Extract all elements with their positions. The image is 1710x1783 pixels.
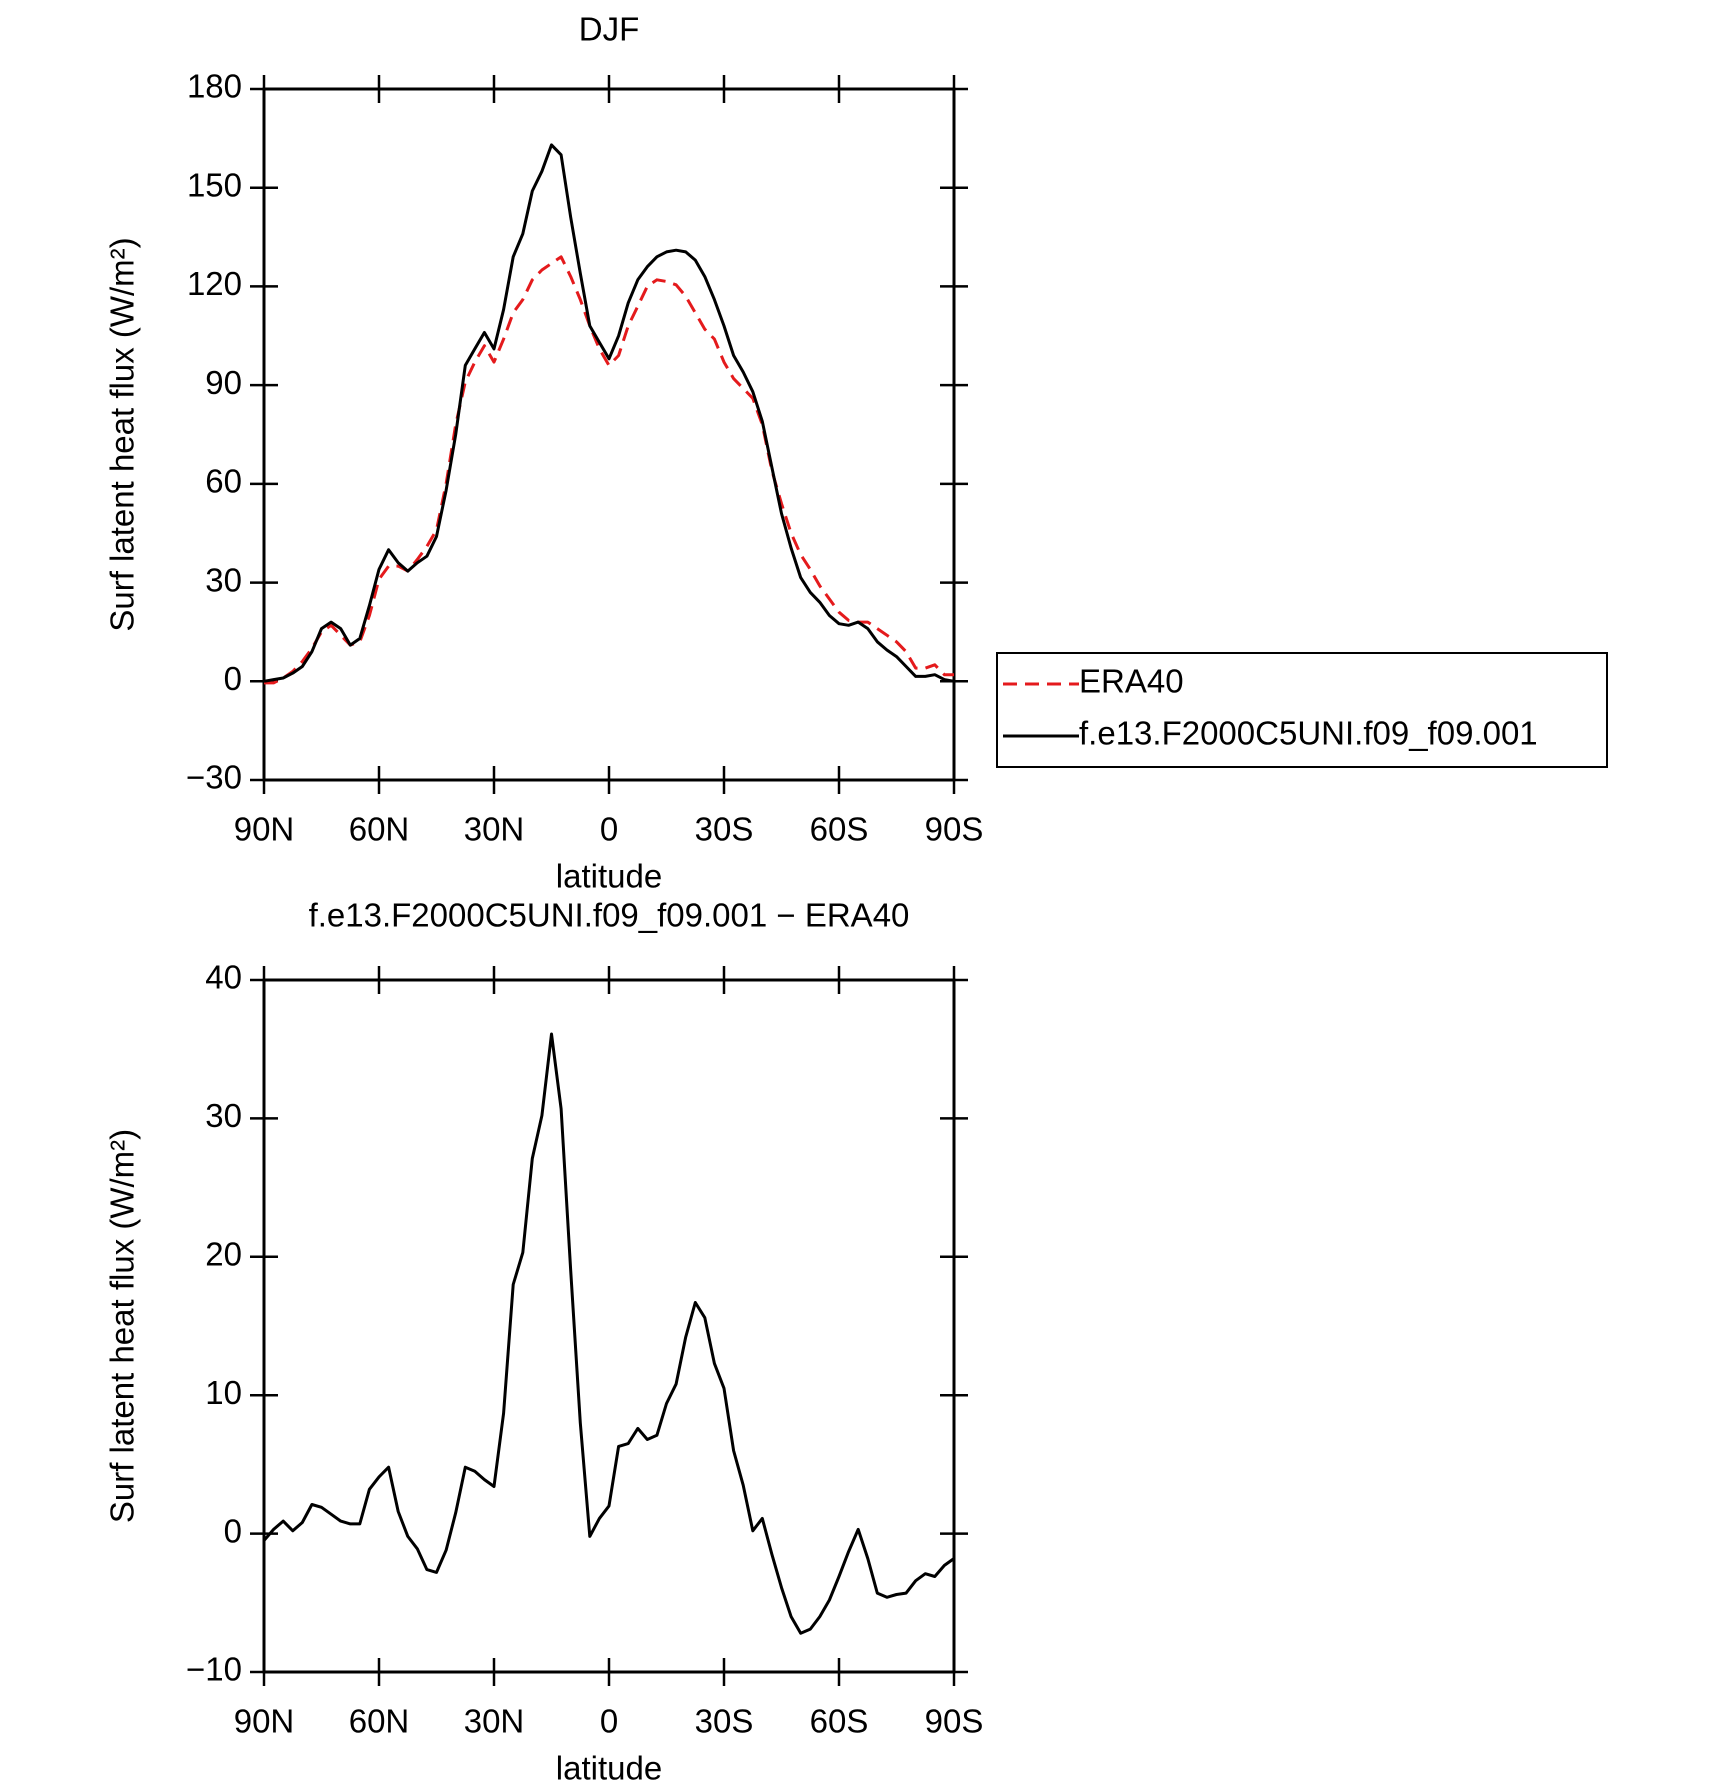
data-line bbox=[264, 255, 954, 685]
x-tick-label: 30S bbox=[695, 811, 754, 848]
plot-frame bbox=[262, 87, 956, 782]
x-tick-label: 90S bbox=[925, 1703, 984, 1740]
x-tick-label: 0 bbox=[600, 1703, 618, 1740]
x-tick-label: 60S bbox=[810, 1703, 869, 1740]
chart-title: f.e13.F2000C5UNI.f09_f09.001 − ERA40 bbox=[309, 897, 910, 934]
chart-title: DJF bbox=[579, 11, 640, 48]
y-tick-label: 0 bbox=[224, 660, 242, 697]
y-tick-label: 120 bbox=[187, 265, 242, 302]
y-tick-label: 20 bbox=[205, 1236, 242, 1273]
data-line bbox=[262, 1032, 955, 1635]
x-tick-label: 60S bbox=[810, 811, 869, 848]
x-axis-label: latitude bbox=[556, 858, 662, 895]
y-tick-label: 60 bbox=[205, 463, 242, 500]
x-tick-label: 60N bbox=[349, 1703, 410, 1740]
y-tick-label: 90 bbox=[205, 364, 242, 401]
y-tick-label: 30 bbox=[205, 1097, 242, 1134]
y-tick-label: 40 bbox=[205, 959, 242, 996]
data-line bbox=[263, 143, 955, 683]
y-axis-label: Surf latent heat flux (W/m²) bbox=[104, 237, 141, 631]
x-tick-label: 30S bbox=[695, 1703, 754, 1740]
y-tick-label: 180 bbox=[187, 68, 242, 105]
y-tick-label: 30 bbox=[205, 561, 242, 598]
y-tick-label: 10 bbox=[205, 1374, 242, 1411]
x-tick-label: 60N bbox=[349, 811, 410, 848]
x-tick-label: 90N bbox=[234, 1703, 295, 1740]
plot-frame bbox=[262, 978, 956, 1674]
x-tick-label: 90S bbox=[925, 811, 984, 848]
x-tick-label: 0 bbox=[600, 811, 618, 848]
legend-box bbox=[996, 652, 1608, 768]
y-tick-label: −10 bbox=[186, 1651, 242, 1688]
x-tick-label: 90N bbox=[234, 811, 295, 848]
x-tick-label: 30N bbox=[464, 1703, 525, 1740]
legend-label: f.e13.F2000C5UNI.f09_f09.001 bbox=[1079, 715, 1538, 752]
y-tick-label: 150 bbox=[187, 166, 242, 203]
y-axis-label: Surf latent heat flux (W/m²) bbox=[104, 1129, 141, 1523]
x-tick-label: 30N bbox=[464, 811, 525, 848]
x-axis-label: latitude bbox=[556, 1750, 662, 1783]
y-tick-label: 0 bbox=[224, 1512, 242, 1549]
legend-label: ERA40 bbox=[1079, 663, 1184, 700]
y-tick-label: −30 bbox=[186, 759, 242, 796]
